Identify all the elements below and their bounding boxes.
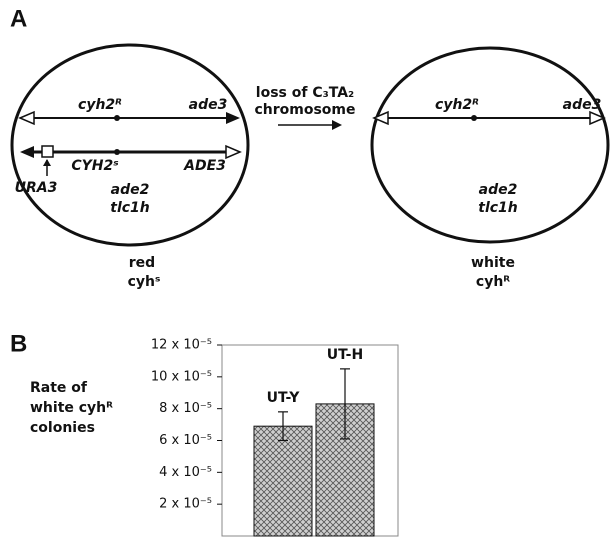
panel-label: A xyxy=(10,5,27,32)
locus xyxy=(471,115,477,121)
bar xyxy=(254,426,312,536)
gene-label: ade3 xyxy=(563,97,602,113)
arrowhead xyxy=(226,146,240,158)
genotype: ade2 xyxy=(479,182,518,198)
panel-label: B xyxy=(10,330,27,357)
gene-label: cyh2ᴿ xyxy=(435,97,479,113)
bar-label: UT-Y xyxy=(267,390,301,406)
figure: A cyh2ᴿ ade3 CYH2ˢ ADE3 URA3 ade2 tlc1h … xyxy=(0,0,616,537)
y-tick-label: 8 x 10⁻⁵ xyxy=(159,401,212,416)
gene-label: ade3 xyxy=(189,97,228,113)
arrowhead xyxy=(20,146,34,158)
locus xyxy=(114,115,120,121)
arrowhead xyxy=(20,112,34,124)
gene-label: URA3 xyxy=(15,180,58,196)
transition-label: chromosome xyxy=(254,102,355,118)
gene-label: CYH2ˢ xyxy=(71,158,118,174)
bar-label: UT-H xyxy=(327,347,363,363)
axis-label: Rate of xyxy=(30,380,88,396)
gene-label: ADE3 xyxy=(183,158,226,174)
phenotype: white xyxy=(471,255,515,271)
marker-box xyxy=(42,146,53,157)
y-tick-label: 2 x 10⁻⁵ xyxy=(159,497,212,512)
arrowhead xyxy=(43,159,51,166)
axis-label: colonies xyxy=(30,420,95,436)
genotype: ade2 xyxy=(111,182,150,198)
transition-label: loss of C₃TA₂ xyxy=(256,85,354,101)
arrowhead xyxy=(332,120,342,130)
y-tick-label: 4 x 10⁻⁵ xyxy=(159,465,212,480)
phenotype: cyhˢ xyxy=(128,274,161,290)
genotype: tlc1h xyxy=(110,200,150,216)
y-tick-label: 12 x 10⁻⁵ xyxy=(151,338,212,353)
locus xyxy=(114,149,120,155)
y-tick-label: 6 x 10⁻⁵ xyxy=(159,433,212,448)
phenotype: cyhᴿ xyxy=(476,274,510,290)
phenotype: red xyxy=(129,255,155,271)
gene-label: cyh2ᴿ xyxy=(78,97,122,113)
genotype: tlc1h xyxy=(478,200,518,216)
y-tick-label: 10 x 10⁻⁵ xyxy=(151,369,212,384)
arrowhead xyxy=(226,112,240,124)
axis-label: white cyhᴿ xyxy=(30,400,113,416)
